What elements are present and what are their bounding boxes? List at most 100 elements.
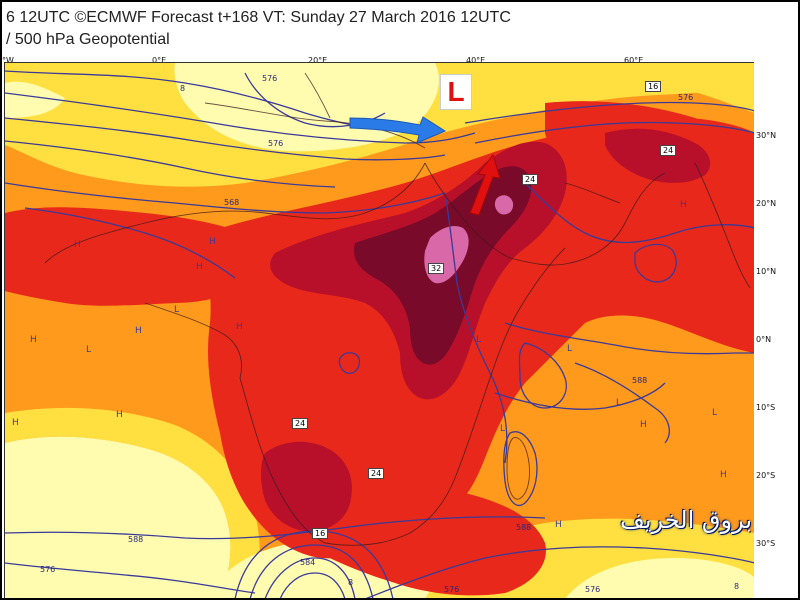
contour-label: 584 bbox=[300, 558, 316, 567]
coastline-persian-gulf bbox=[564, 182, 621, 204]
low-marker: L bbox=[86, 345, 92, 355]
low-marker: L bbox=[616, 398, 622, 408]
high-marker: H bbox=[30, 335, 37, 345]
contour-line-low-ring-2 bbox=[249, 544, 374, 599]
lon-label-40e: 40°E bbox=[466, 56, 486, 65]
latitude-axis bbox=[754, 62, 800, 598]
contour-label: 588 bbox=[516, 523, 532, 532]
contour-line-588-west bbox=[24, 207, 236, 279]
lat-label-30s: 30°S bbox=[756, 539, 776, 548]
coastlines bbox=[44, 72, 751, 546]
high-marker: H bbox=[116, 410, 123, 420]
contour-line-small-loop bbox=[338, 352, 361, 374]
coastline-south-africa bbox=[324, 477, 456, 546]
high-marker: H bbox=[236, 322, 243, 332]
lon-label-20e: 20°E bbox=[308, 56, 328, 65]
low-marker: L bbox=[567, 344, 573, 354]
contour-line-584-loop bbox=[634, 243, 677, 283]
shading-value-label: 24 bbox=[368, 468, 385, 479]
lon-label-0e: 0°E bbox=[152, 56, 167, 65]
contour-line-trough bbox=[444, 192, 508, 464]
high-marker: H bbox=[12, 418, 19, 428]
coastline-italy bbox=[304, 72, 331, 119]
contour-line-low-ring-1 bbox=[264, 557, 356, 599]
shading-red-west bbox=[5, 207, 263, 306]
high-marker: H bbox=[555, 520, 562, 530]
contour-line-588-south bbox=[5, 516, 546, 540]
contour-label: 576 bbox=[268, 139, 284, 148]
contour-line-madagascar bbox=[503, 431, 538, 506]
coastline-madagascar bbox=[506, 437, 530, 500]
shading-value-label: 8 bbox=[180, 84, 186, 93]
contour-label: 576 bbox=[585, 585, 601, 594]
lon-label-w: °W bbox=[2, 56, 14, 65]
contour-line-north-2 bbox=[5, 92, 476, 144]
contour-line-576-southeast bbox=[364, 546, 755, 599]
map-header: 6 12UTC ©ECMWF Forecast t+168 VT: Sunday… bbox=[0, 0, 800, 60]
contour-line-588-island bbox=[518, 342, 567, 409]
shading-darkred-east bbox=[605, 128, 711, 183]
shading-value-label: 24 bbox=[292, 418, 309, 429]
forecast-title: 6 12UTC ©ECMWF Forecast t+168 VT: Sunday… bbox=[6, 9, 511, 26]
contour-line-east-2 bbox=[474, 121, 755, 144]
low-marker: L bbox=[712, 408, 718, 418]
coastline-west-africa bbox=[44, 162, 426, 264]
lat-label-0n: 0°N bbox=[756, 335, 772, 344]
high-marker: H bbox=[74, 240, 81, 250]
contour-line-584 bbox=[524, 182, 755, 244]
map-canvas bbox=[5, 63, 755, 599]
forecast-map bbox=[4, 62, 755, 599]
coastline-arabia bbox=[509, 172, 666, 266]
shading-value-label: 16 bbox=[645, 81, 662, 92]
low-marker: L bbox=[476, 335, 482, 345]
shading-value-label: 8 bbox=[348, 578, 354, 587]
lon-label-60e: 60°E bbox=[624, 56, 644, 65]
shading-pink-small bbox=[494, 195, 514, 215]
low-pressure-marker: L bbox=[440, 74, 472, 110]
contour-label: 576 bbox=[262, 74, 278, 83]
contour-label: 568 bbox=[224, 198, 240, 207]
field-subtitle: / 500 hPa Geopotential bbox=[6, 31, 170, 48]
coastline-east-africa bbox=[454, 247, 566, 479]
high-marker: H bbox=[209, 237, 216, 247]
contour-label: 576 bbox=[678, 93, 694, 102]
contour-line-576-south bbox=[5, 562, 256, 594]
shading-value-label: 32 bbox=[428, 263, 445, 274]
contour-line-low-ring-4 bbox=[279, 572, 346, 599]
contour-line-southeast bbox=[574, 362, 670, 444]
high-marker: H bbox=[720, 470, 727, 480]
lat-label-10s: 10°S bbox=[756, 403, 776, 412]
contour-label: 576 bbox=[444, 585, 460, 594]
low-marker: L bbox=[174, 305, 180, 315]
shading-yellow-southwest bbox=[5, 407, 260, 599]
shading-value-label: 24 bbox=[522, 174, 539, 185]
contour-label: 588 bbox=[128, 535, 144, 544]
big-low-letter: L bbox=[447, 76, 465, 107]
high-marker: H bbox=[640, 420, 647, 430]
low-marker: L bbox=[500, 424, 506, 434]
lat-label-30n: 30°N bbox=[756, 131, 777, 140]
shading-value-label: 24 bbox=[660, 145, 677, 156]
shading-pale-southwest bbox=[5, 436, 231, 599]
contour-line-east-1 bbox=[464, 101, 755, 124]
lat-label-20n: 20°N bbox=[756, 199, 777, 208]
coastline-southwest-africa bbox=[239, 377, 326, 544]
shading-pale-northwest bbox=[5, 81, 65, 118]
contour-line-588-mid bbox=[494, 382, 666, 410]
high-marker: H bbox=[718, 520, 725, 530]
contour-line-568 bbox=[5, 182, 446, 214]
red-arrow bbox=[469, 153, 501, 216]
contour-line-588-east bbox=[504, 322, 755, 355]
shading-yellow-ne bbox=[605, 63, 755, 113]
shading-value-label: 8 bbox=[734, 582, 740, 591]
high-marker: H bbox=[135, 326, 142, 336]
shading-value-label: 16 bbox=[312, 528, 329, 539]
shading-pale-southeast bbox=[565, 558, 755, 599]
coastline-red-sea bbox=[424, 162, 511, 259]
lat-label-20s: 20°S bbox=[756, 471, 776, 480]
contour-label: 576 bbox=[40, 565, 56, 574]
coastline-gulf-of-guinea bbox=[144, 302, 242, 379]
shading-darkred-south bbox=[260, 441, 352, 532]
coastline-mediterranean bbox=[204, 102, 426, 149]
contour-line-north-4 bbox=[5, 140, 336, 188]
